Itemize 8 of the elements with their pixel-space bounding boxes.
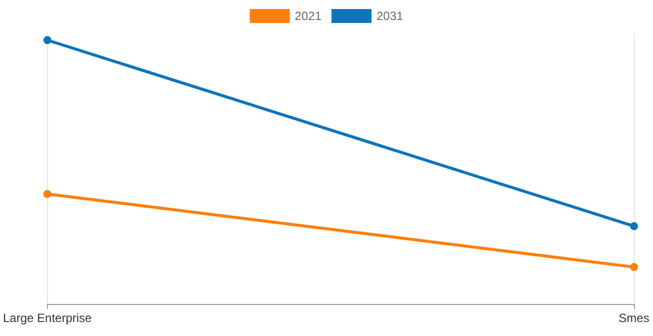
x-tick-label: Smes bbox=[618, 311, 650, 325]
x-tick-label: Large Enterprise bbox=[3, 311, 92, 325]
point bbox=[630, 263, 638, 272]
legend-label: 2031 bbox=[376, 9, 404, 23]
point bbox=[43, 190, 52, 198]
legend-label: 2021 bbox=[294, 9, 322, 23]
point bbox=[630, 222, 638, 230]
point bbox=[43, 36, 52, 44]
